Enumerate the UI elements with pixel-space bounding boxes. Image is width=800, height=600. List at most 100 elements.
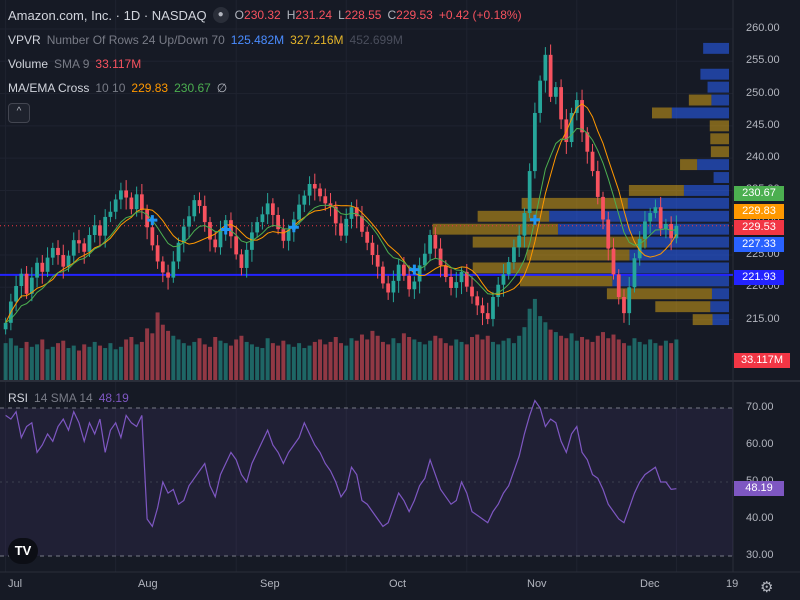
volume-name: Volume [8, 57, 49, 71]
candle-body [344, 218, 349, 236]
collapse-legend-button[interactable]: ^ [8, 103, 30, 123]
candle-body [580, 100, 584, 133]
volume-bar [637, 341, 642, 380]
volume-bar [559, 335, 564, 380]
cross-marker [288, 222, 299, 233]
candle-body [496, 284, 501, 297]
vpvr-down-bar [688, 94, 712, 106]
vpvr-up-bar [711, 288, 729, 300]
volume-bar [8, 338, 13, 380]
candle-body [129, 197, 134, 210]
volume-bar [616, 339, 621, 380]
vpvr-up-bar [611, 262, 729, 274]
volume-bar [76, 350, 81, 380]
volume-value: 33.117M [95, 57, 142, 71]
candle-body [312, 183, 317, 189]
volume-bar [365, 339, 370, 380]
volume-bar [234, 339, 239, 380]
candle-body [354, 207, 359, 217]
volume-bar [87, 346, 92, 380]
candle-body [360, 216, 364, 232]
vpvr-up-bar [627, 197, 729, 209]
volume-legend[interactable]: Volume SMA 9 33.117M [8, 57, 141, 71]
candle-body [407, 275, 412, 290]
candle-body [166, 272, 170, 278]
high-value: 231.24 [295, 8, 333, 22]
volume-bar [370, 330, 375, 380]
volume-bar [621, 343, 626, 380]
volume-bar [590, 341, 595, 380]
volume-bar [538, 316, 543, 380]
volume-bar [276, 345, 281, 380]
vpvr-up-bar [629, 249, 729, 261]
candle-body [627, 287, 632, 314]
candle-body [171, 261, 176, 278]
volume-bar [496, 344, 501, 380]
volume-bar [45, 349, 50, 380]
gear-icon[interactable]: ⚙ [760, 579, 774, 596]
volume-bar [181, 343, 186, 380]
vpvr-legend[interactable]: VPVR Number Of Rows 24 Up/Down 70 125.48… [8, 33, 403, 47]
volume-bar [24, 341, 29, 380]
ma-params: 10 10 [95, 81, 126, 95]
volume-bar [129, 337, 134, 380]
candle-body [533, 112, 537, 172]
candle-body [124, 190, 129, 198]
candle-body [260, 214, 265, 223]
candle-body [56, 247, 60, 256]
volume-bar [412, 339, 417, 380]
vpvr-up-bar [707, 81, 729, 93]
volume-bar [3, 343, 8, 380]
vpvr-up-bar [700, 68, 729, 80]
volume-bar [611, 334, 616, 380]
volume-bar [443, 343, 448, 380]
vpvr-down-bar [477, 210, 550, 222]
vpvr-down-bar [692, 314, 713, 326]
symbol-title[interactable]: Amazon.com, Inc. · 1D · NASDAQ [8, 7, 207, 23]
candle-body [71, 240, 76, 256]
vpvr-up-bar [713, 172, 729, 183]
candle-body [574, 100, 579, 113]
cross-value: ∅ [216, 81, 228, 95]
hide-eye-icon[interactable]: ● [212, 7, 229, 23]
vpvr-down-volume: 327.216M [290, 33, 344, 47]
candle-body [658, 207, 663, 229]
ma-legend[interactable]: MA/EMA Cross 10 10 229.83 230.67 ∅ [8, 81, 227, 95]
rsi-legend[interactable]: RSI 14 SMA 14 48.19 [8, 391, 129, 405]
vpvr-up-bar [612, 275, 729, 287]
volume-bar [108, 343, 113, 380]
volume-bar [239, 335, 244, 380]
candle-body [150, 227, 155, 246]
candle-body [45, 257, 50, 272]
volume-bar [470, 337, 474, 380]
tradingview-logo[interactable]: TV [8, 538, 38, 564]
volume-bar [532, 298, 537, 380]
candle-body [160, 261, 165, 273]
candle-body [92, 225, 97, 236]
volume-params: SMA 9 [54, 57, 90, 71]
candle-body [244, 249, 249, 268]
candle-body [664, 224, 668, 229]
volume-bar [396, 343, 401, 380]
candle-body [622, 296, 626, 314]
cross-marker [409, 264, 420, 275]
candle-body [98, 225, 102, 236]
volume-bar [66, 348, 71, 380]
volume-bar [648, 339, 653, 380]
rsi-params: 14 SMA 14 [34, 391, 93, 405]
cross-marker [220, 224, 231, 235]
volume-bar [166, 330, 171, 380]
volume-bar [291, 346, 296, 380]
volume-bar [228, 345, 233, 380]
volume-bar [632, 338, 637, 380]
volume-bar [61, 340, 66, 380]
candle-body [113, 199, 118, 212]
candle-body [3, 322, 8, 330]
candle-body [307, 183, 312, 196]
volume-bar [103, 348, 108, 380]
candle-body [422, 253, 427, 266]
vpvr-down-bar [472, 262, 612, 274]
candle-body [553, 87, 558, 97]
volume-bar [97, 345, 102, 380]
